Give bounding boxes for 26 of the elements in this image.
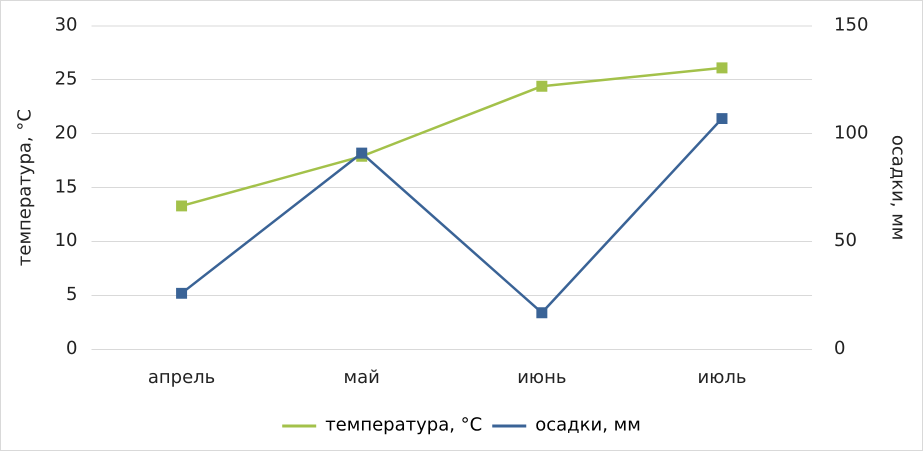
x-tick-label: июнь: [517, 366, 566, 388]
y-tick-label: 15: [54, 176, 78, 198]
point: [176, 288, 188, 299]
y-axis-title: температура, °C: [14, 109, 36, 266]
y-tick-label: 5: [66, 284, 78, 306]
legend-label: осадки, мм: [535, 414, 641, 436]
y2-tick-label: 0: [834, 338, 846, 360]
y2-tick-label: 150: [834, 14, 868, 36]
point: [716, 62, 728, 74]
y-tick-label: 10: [54, 230, 78, 252]
y-tick-label: 20: [54, 122, 78, 144]
y-tick-label: 0: [66, 338, 78, 360]
legend-label: температура, °C: [325, 414, 482, 436]
y2-tick-label: 100: [834, 122, 868, 144]
x-tick-label: июль: [697, 366, 746, 388]
point: [536, 307, 548, 318]
point: [536, 80, 548, 92]
x-tick-label: май: [344, 366, 380, 388]
x-tick-label: апрель: [148, 366, 216, 388]
point: [356, 148, 368, 159]
y-tick-label: 30: [54, 14, 78, 36]
point: [716, 113, 728, 124]
y2-tick-label: 50: [834, 230, 857, 252]
point: [176, 200, 188, 212]
y-tick-label: 25: [54, 68, 78, 90]
y2-axis-title: осадки, мм: [888, 134, 909, 240]
